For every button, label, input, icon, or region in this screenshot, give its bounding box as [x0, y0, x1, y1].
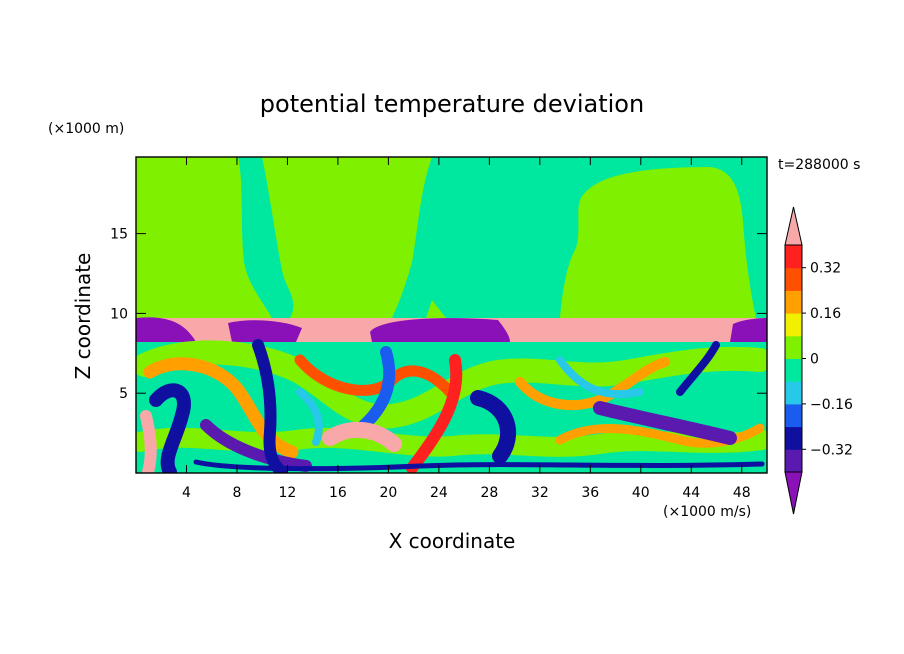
y-tick-label: 15 [110, 227, 128, 243]
x-axis-ticks: 4 8 12 16 20 24 28 32 36 40 44 48 [182, 157, 751, 501]
colorbar-swatch [785, 358, 802, 382]
y-unit-label: (×1000 m) [48, 121, 124, 137]
y-axis-ticks: 5 10 15 [110, 227, 767, 402]
x-tick-label: 32 [531, 485, 549, 501]
colorbar-swatch [785, 290, 802, 314]
y-tick-label: 10 [110, 306, 128, 322]
x-tick-label: 4 [182, 485, 191, 501]
y-tick-label: 5 [119, 386, 128, 402]
x-tick-label: 44 [682, 485, 700, 501]
x-tick-label: 16 [329, 485, 347, 501]
x-tick-label: 36 [581, 485, 599, 501]
colorbar-label: 0.16 [810, 306, 841, 322]
x-tick-label: 48 [733, 485, 751, 501]
colorbar: 0.32 0.16 0 −0.16 −0.32 [784, 206, 853, 515]
colorbar-swatch [785, 267, 802, 291]
colorbar-label: 0 [810, 352, 819, 368]
colorbar-swatch [785, 245, 802, 269]
colorbar-swatch [785, 449, 802, 473]
colorbar-label: 0.32 [810, 261, 841, 277]
colorbar-label: −0.16 [810, 397, 853, 413]
chart-title: potential temperature deviation [260, 90, 644, 118]
colorbar-extend-min [784, 471, 803, 515]
x-tick-label: 12 [279, 485, 297, 501]
x-tick-label: 28 [480, 485, 498, 501]
x-tick-label: 8 [232, 485, 241, 501]
colorbar-label: −0.32 [810, 442, 853, 458]
colorbar-swatch [785, 403, 802, 428]
x-tick-label: 24 [430, 485, 448, 501]
x-axis-label: X coordinate [389, 529, 516, 553]
x-unit-label: (×1000 m/s) [663, 504, 751, 520]
y-axis-label: Z coordinate [71, 253, 95, 380]
colorbar-extend-max [784, 206, 803, 246]
colorbar-swatch [785, 313, 802, 337]
time-label: t=288000 s [778, 157, 860, 173]
contour-field [136, 157, 767, 473]
colorbar-swatch [785, 335, 802, 359]
colorbar-swatch [785, 426, 802, 450]
colorbar-swatch [785, 381, 802, 405]
x-tick-label: 40 [632, 485, 650, 501]
plot-frame [135, 156, 768, 474]
x-tick-label: 20 [379, 485, 397, 501]
